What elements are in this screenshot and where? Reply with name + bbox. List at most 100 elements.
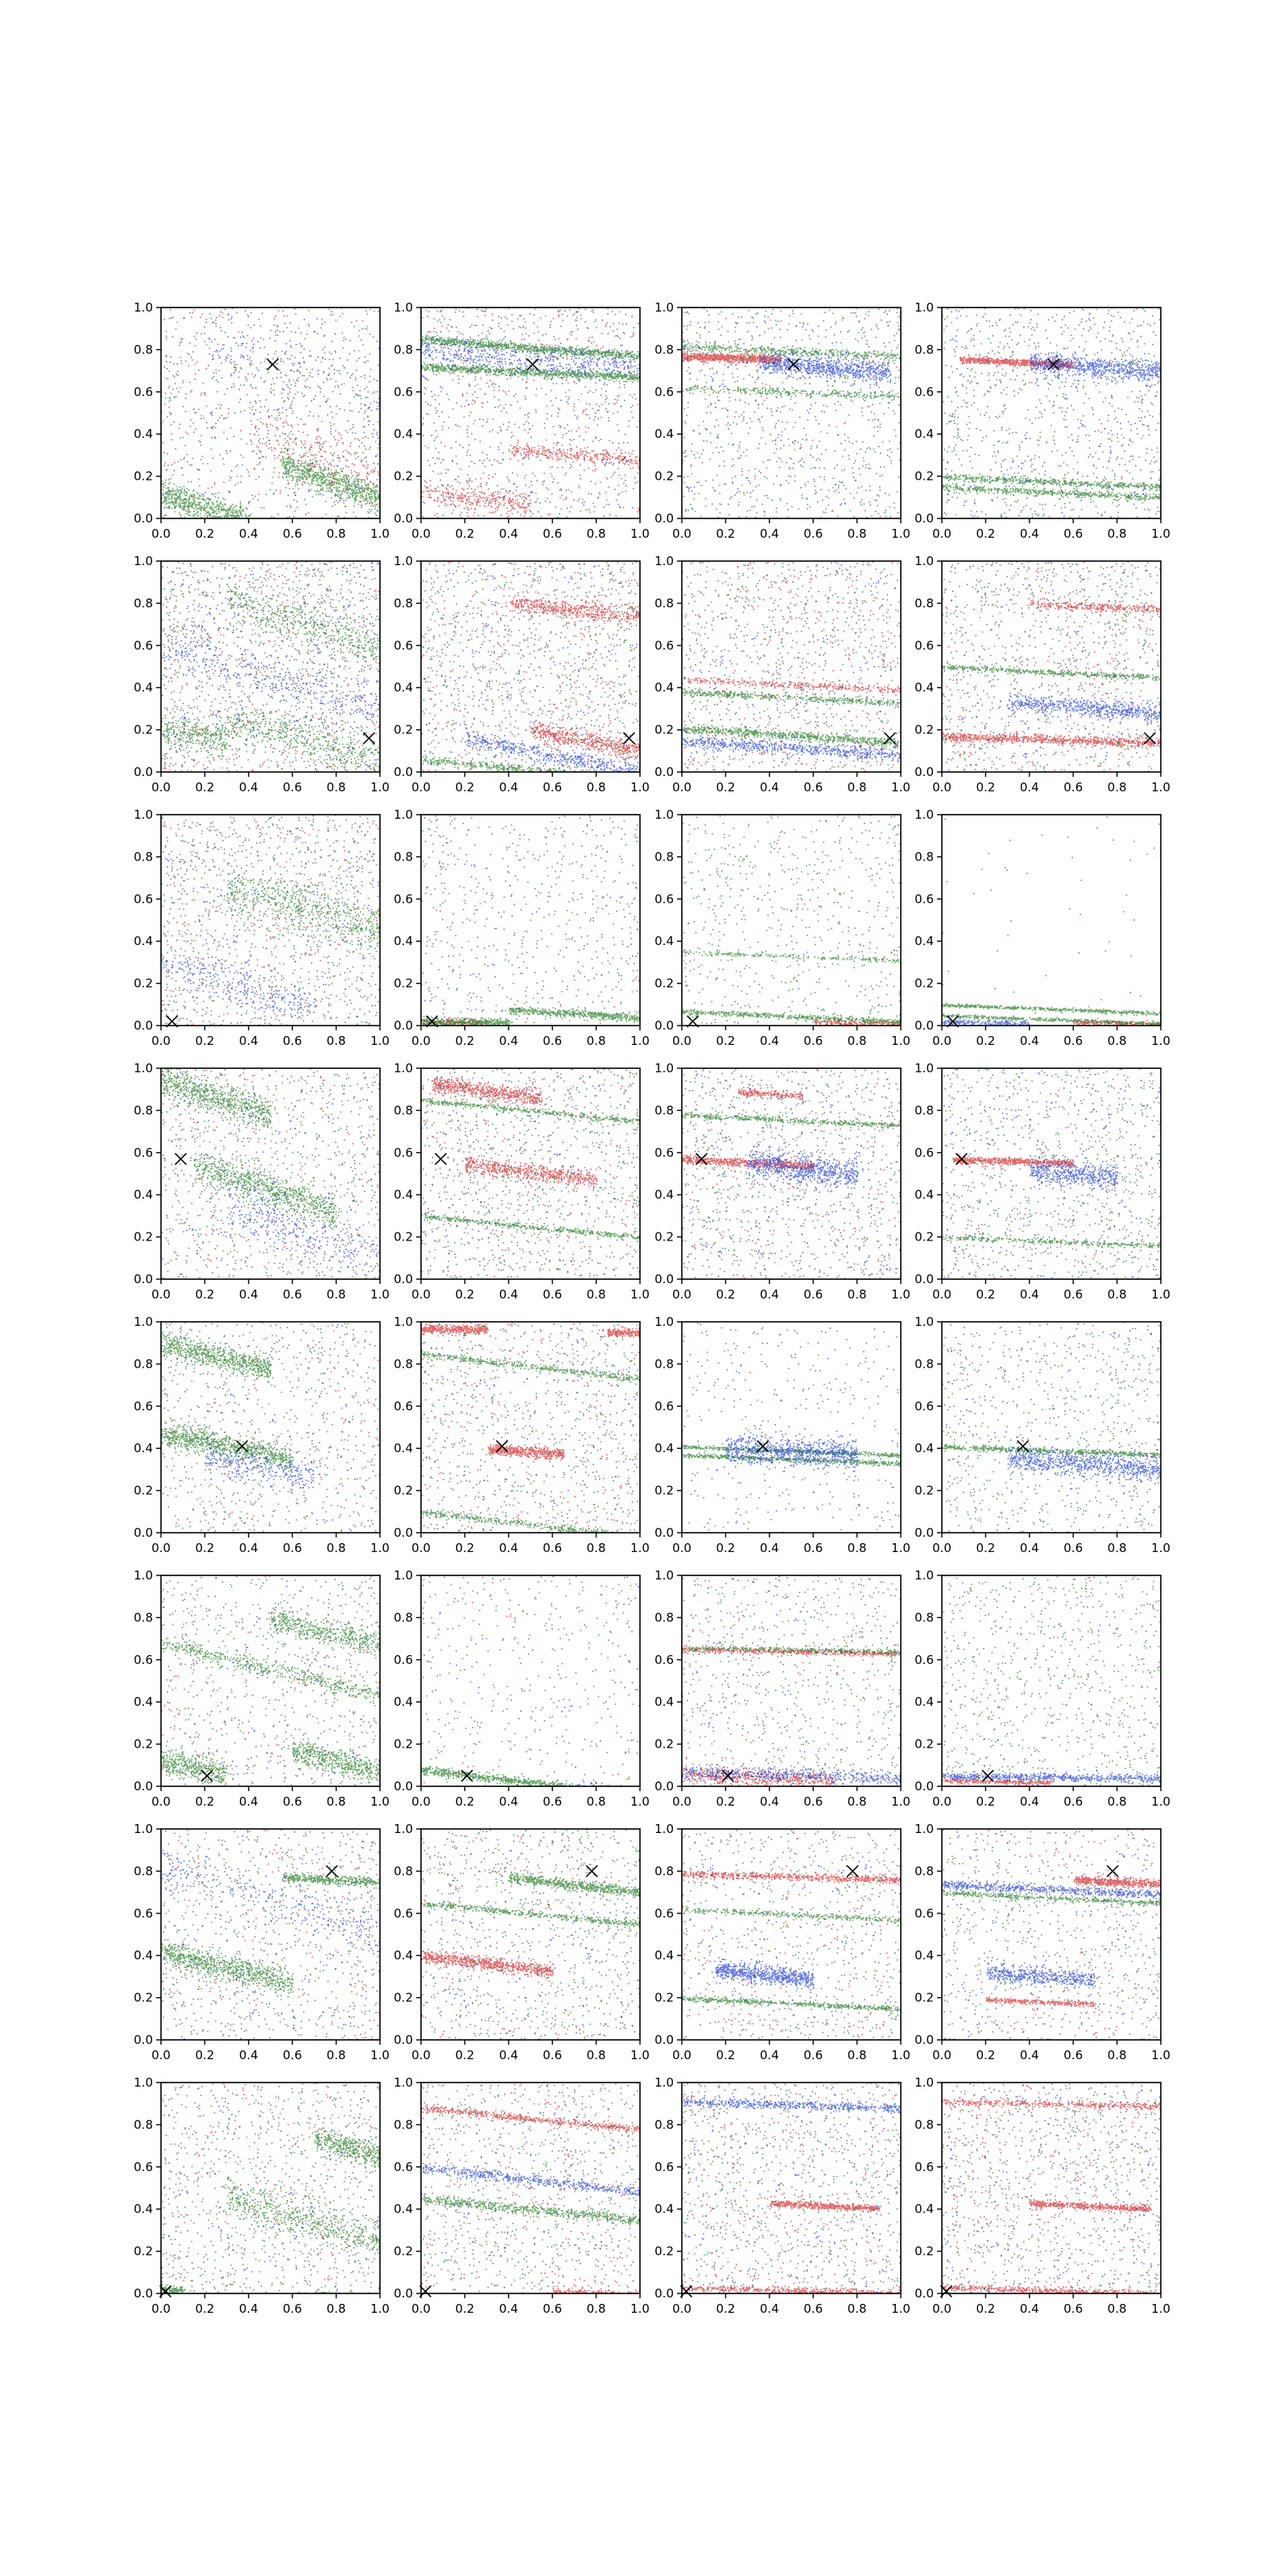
y-tick-label: 0.6	[914, 1146, 934, 1160]
x-tick-label: 0.6	[803, 1794, 823, 1809]
y-tick-label: 0.2	[654, 1484, 674, 1498]
scatter-points	[942, 816, 1162, 1027]
y-tick-label: 0.4	[394, 1441, 413, 1455]
x-tick-label: 0.8	[1108, 1794, 1127, 1809]
x-tick-label: 0.6	[1063, 526, 1083, 541]
x-tick-label: 0.2	[455, 1287, 474, 1302]
y-tick-label: 0.0	[134, 2286, 153, 2301]
x-tick-label: 0.0	[932, 526, 952, 541]
x-tick-label: 0.0	[932, 2048, 952, 2062]
x-tick-label: 0.0	[411, 780, 431, 795]
series-red-points	[690, 1330, 887, 1530]
y-tick-label: 0.8	[394, 1103, 413, 1117]
x-tick-label: 0.6	[543, 780, 562, 795]
y-tick-label: 0.2	[654, 2244, 674, 2259]
x-tick-label: 1.0	[1151, 2301, 1170, 2316]
y-tick-label: 0.2	[134, 1991, 153, 2005]
x-tick-label: 0.2	[976, 1287, 995, 1302]
y-tick-label: 0.0	[914, 511, 934, 526]
x-tick-label: 0.8	[327, 780, 346, 795]
x-tick-label: 0.2	[716, 1287, 735, 1302]
y-tick-label: 0.0	[654, 1779, 674, 1794]
panel-r8-c3: 0.0 0.2 0.4 0.6 0.8 1.00.00.20.40.60.81.0	[654, 2075, 910, 2316]
panel-r5-c2: 0.0 0.2 0.4 0.6 0.8 1.00.00.20.40.60.81.0	[394, 1315, 650, 1555]
panel-r7-c4: 0.0 0.2 0.4 0.6 0.8 1.00.00.20.40.60.81.0	[914, 1822, 1170, 2062]
axes-frame	[161, 1322, 380, 1533]
series-green-points	[682, 562, 902, 774]
x-tick-label: 1.0	[370, 1034, 390, 1048]
series-blue-points	[683, 308, 902, 520]
x-tick-label: 0.2	[455, 2301, 474, 2316]
y-tick-label: 1.0	[654, 554, 674, 568]
y-tick-label: 0.2	[914, 1484, 934, 1498]
y-tick-label: 1.0	[654, 300, 674, 315]
scatter-points	[682, 1830, 902, 2041]
x-tick-label: 0.6	[803, 780, 823, 795]
x-tick-label: 0.2	[455, 526, 474, 541]
series-green-points	[161, 309, 381, 520]
series-blue-points	[422, 1576, 639, 1788]
y-tick-label: 0.4	[914, 680, 934, 695]
y-tick-label: 0.2	[654, 723, 674, 737]
y-tick-label: 1.0	[134, 1568, 153, 1583]
x-tick-label: 0.6	[283, 2301, 302, 2316]
series-green-points	[942, 816, 1162, 1027]
y-tick-label: 0.8	[394, 596, 413, 610]
x-tick-label: 0.0	[672, 1541, 691, 1555]
x-tick-label: 1.0	[1151, 1287, 1170, 1302]
y-tick-label: 0.8	[654, 1610, 674, 1624]
x-tick-label: 1.0	[891, 1034, 910, 1048]
panel-r2-c1: 0.0 0.2 0.4 0.6 0.8 1.00.00.20.40.60.81.0	[134, 554, 390, 795]
x-tick-label: 1.0	[370, 1287, 390, 1302]
x-tick-label: 0.0	[151, 1287, 171, 1302]
series-red-points	[685, 815, 902, 1026]
y-tick-label: 0.0	[394, 1525, 413, 1540]
x-tick-label: 0.6	[1063, 1034, 1083, 1048]
series-blue-points	[682, 1323, 900, 1534]
series-red-points	[421, 1068, 641, 1280]
x-tick-label: 0.2	[716, 780, 735, 795]
scatter-points	[421, 2083, 642, 2295]
series-green-points	[161, 1577, 381, 1787]
axes-frame	[421, 1322, 640, 1533]
x-marker	[363, 733, 374, 744]
series-green-points	[421, 1576, 641, 1787]
x-tick-label: 1.0	[370, 526, 390, 541]
y-tick-label: 0.8	[914, 1356, 934, 1371]
x-tick-label: 0.2	[716, 1794, 735, 1809]
y-tick-label: 0.2	[394, 1230, 413, 1245]
panel-r5-c3: 0.0 0.2 0.4 0.6 0.8 1.00.00.20.40.60.81.0	[654, 1315, 910, 1555]
x-tick-label: 0.6	[803, 2301, 823, 2316]
x-tick-label: 1.0	[891, 526, 910, 541]
axes-frame	[682, 815, 901, 1026]
y-tick-label: 0.0	[654, 765, 674, 779]
x-tick-label: 0.8	[1108, 1287, 1127, 1302]
y-tick-label: 0.4	[654, 934, 674, 948]
x-tick-label: 1.0	[1151, 1794, 1170, 1809]
y-tick-label: 0.0	[394, 1779, 413, 1794]
y-tick-label: 0.6	[394, 385, 413, 399]
y-tick-label: 0.2	[914, 1991, 934, 2005]
y-tick-label: 0.4	[654, 1948, 674, 1963]
x-marker	[527, 359, 539, 370]
x-tick-label: 1.0	[630, 1287, 650, 1302]
y-tick-label: 0.0	[134, 765, 153, 779]
x-tick-label: 0.4	[499, 1541, 518, 1555]
x-tick-label: 0.6	[1063, 1541, 1083, 1555]
panel-r3-c4: 0.0 0.2 0.4 0.6 0.8 1.00.00.20.40.60.81.0	[914, 807, 1170, 1048]
y-tick-label: 0.8	[914, 1610, 934, 1624]
y-tick-label: 1.0	[654, 807, 674, 822]
y-tick-label: 1.0	[394, 300, 413, 315]
y-tick-label: 0.2	[914, 2244, 934, 2259]
y-tick-label: 0.2	[134, 1484, 153, 1498]
panel-r4-c4: 0.0 0.2 0.4 0.6 0.8 1.00.00.20.40.60.81.0	[914, 1061, 1170, 1302]
y-tick-label: 0.6	[134, 638, 153, 653]
x-tick-label: 0.4	[499, 1034, 518, 1048]
x-tick-label: 0.8	[848, 1541, 867, 1555]
y-tick-label: 1.0	[394, 807, 413, 822]
y-tick-label: 0.0	[914, 1018, 934, 1033]
series-red-points	[942, 2083, 1162, 2294]
x-tick-label: 0.8	[1108, 1541, 1127, 1555]
series-red-points	[421, 1322, 641, 1534]
x-tick-label: 0.8	[848, 1034, 867, 1048]
